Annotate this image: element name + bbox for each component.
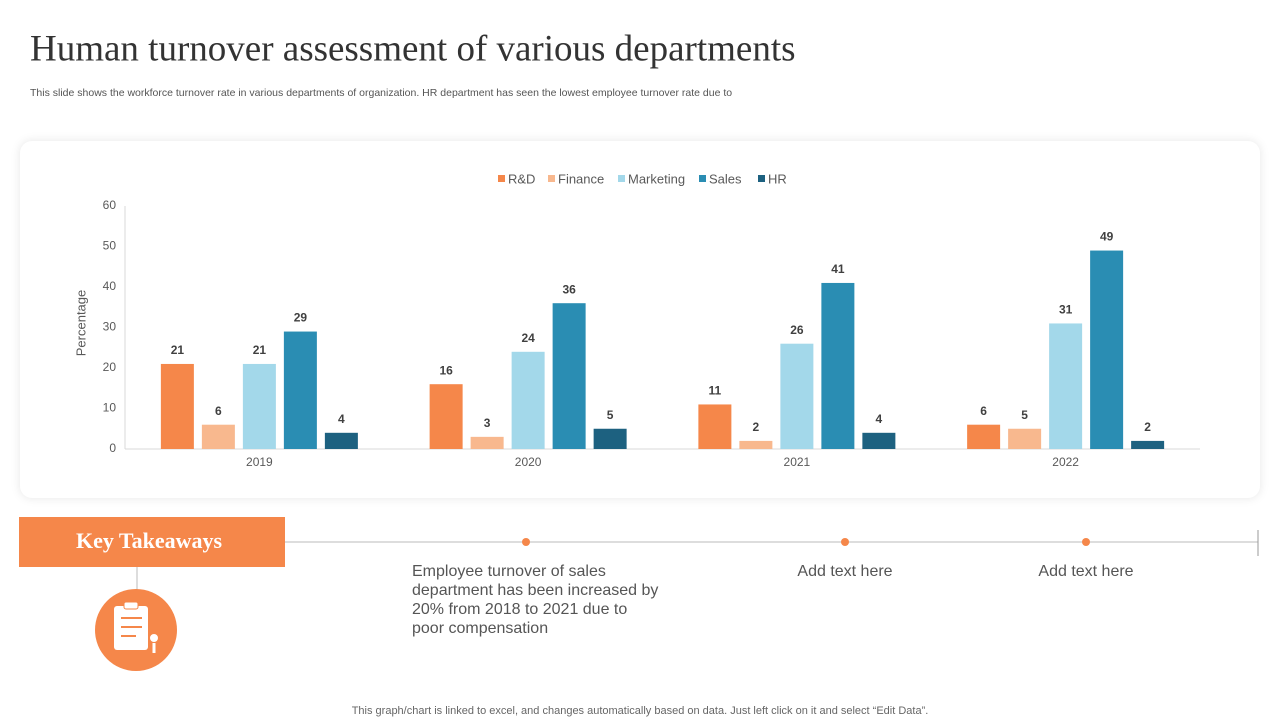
takeaway-text: Employee turnover of sales department ha…	[412, 563, 659, 637]
bar	[862, 432, 896, 449]
title: Human turnover assessment of various dep…	[30, 28, 796, 69]
data-label: 26	[790, 323, 804, 337]
x-tick-label: 2022	[1052, 455, 1079, 469]
x-tick-label: 2019	[246, 455, 273, 469]
clipboard-icon	[114, 601, 160, 653]
legend-swatch	[699, 175, 706, 182]
subtitle: This slide shows the workforce turnover …	[30, 87, 732, 99]
y-tick-label: 50	[103, 239, 117, 253]
y-tick-label: 20	[103, 360, 117, 374]
takeaway-text: Add text here	[797, 563, 893, 580]
bar	[698, 404, 732, 449]
data-label: 16	[439, 363, 453, 377]
y-tick-label: 10	[103, 401, 117, 415]
x-tick-label: 2021	[784, 455, 811, 469]
data-label: 3	[484, 416, 491, 430]
bar	[283, 331, 317, 449]
data-label: 41	[831, 262, 845, 276]
data-label: 11	[709, 384, 722, 398]
legend-swatch	[498, 175, 505, 182]
bar	[1008, 428, 1042, 449]
data-label: 6	[215, 404, 222, 418]
legend-label: Sales	[709, 171, 742, 186]
data-label: 2	[1144, 420, 1151, 434]
data-label: 49	[1100, 230, 1114, 244]
y-tick-label: 40	[103, 279, 117, 293]
bar	[552, 303, 586, 449]
bar	[780, 343, 814, 449]
bar	[511, 351, 545, 449]
takeaway-text: Add text here	[1038, 563, 1134, 580]
data-label: 24	[521, 331, 535, 345]
y-axis-label: Percentage	[73, 290, 88, 357]
bar	[1090, 250, 1124, 449]
legend-swatch	[618, 175, 625, 182]
bar	[324, 432, 358, 449]
takeaway-box	[19, 517, 285, 567]
data-label: 29	[294, 311, 308, 325]
y-tick-label: 60	[103, 198, 117, 212]
data-label: 21	[253, 343, 267, 357]
data-label: 5	[1021, 408, 1028, 422]
y-tick-label: 30	[103, 320, 117, 334]
takeaway-title: Key Takeaways	[76, 528, 223, 553]
bar	[242, 363, 276, 449]
legend-label: Finance	[558, 171, 604, 186]
y-tick-label: 0	[109, 441, 116, 455]
bar	[739, 440, 773, 449]
bar	[593, 428, 627, 449]
timeline-dot	[522, 538, 530, 546]
data-label: 5	[607, 408, 614, 422]
footer: This graph/chart is linked to excel, and…	[352, 705, 929, 717]
bar	[201, 424, 235, 449]
timeline-dot	[1082, 538, 1090, 546]
legend-swatch	[758, 175, 765, 182]
data-label: 6	[980, 404, 987, 418]
bar	[1049, 323, 1083, 449]
timeline-dot	[841, 538, 849, 546]
data-label: 31	[1059, 303, 1073, 317]
data-label: 21	[171, 343, 185, 357]
bar	[821, 282, 855, 449]
bar	[160, 363, 194, 449]
legend-label: R&D	[508, 171, 535, 186]
x-tick-label: 2020	[515, 455, 542, 469]
bar	[429, 384, 463, 449]
bar	[1131, 440, 1165, 449]
data-label: 4	[338, 412, 345, 426]
data-label: 4	[876, 412, 883, 426]
data-label: 36	[562, 282, 576, 296]
bar	[470, 436, 504, 449]
data-label: 2	[753, 420, 760, 434]
legend-label: Marketing	[628, 171, 685, 186]
bar	[967, 424, 1001, 449]
legend-swatch	[548, 175, 555, 182]
legend-label: HR	[768, 171, 787, 186]
